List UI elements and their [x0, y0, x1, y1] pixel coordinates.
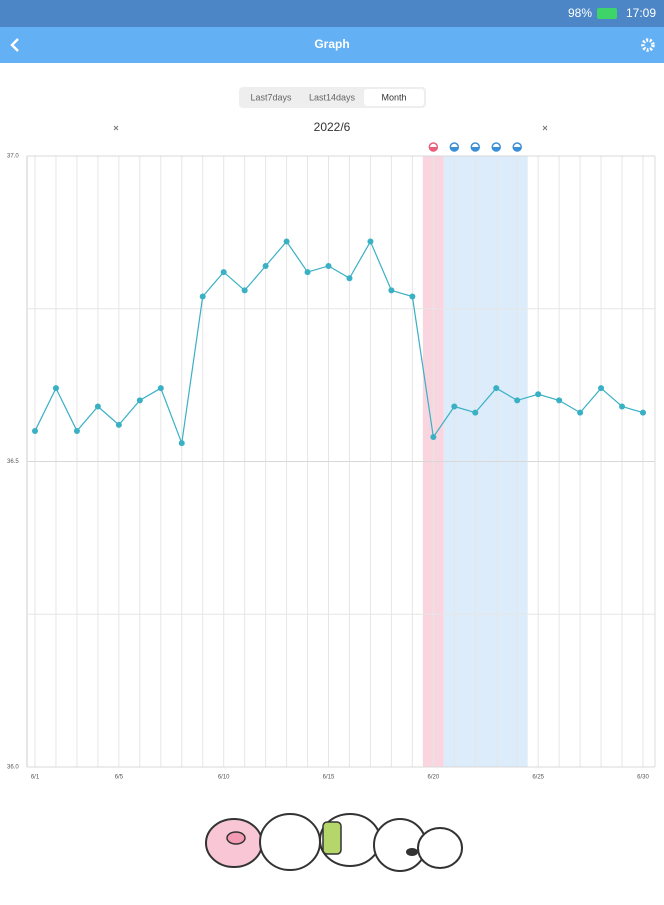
status-bar — [0, 0, 664, 27]
y-tick-label: 36.5 — [7, 459, 19, 465]
data-point — [220, 269, 227, 276]
prev-month[interactable] — [113, 125, 119, 131]
data-point — [136, 397, 143, 404]
data-point — [640, 409, 646, 416]
x-tick-label: 6/25 — [532, 775, 544, 781]
y-tick-label: 36.0 — [7, 765, 19, 771]
data-point — [346, 275, 353, 282]
data-point — [388, 287, 395, 294]
data-point — [472, 409, 479, 416]
data-point — [451, 403, 458, 410]
data-point — [178, 440, 185, 447]
data-point — [598, 385, 605, 392]
day-marker-fill — [450, 147, 459, 151]
battery-icon — [597, 8, 617, 19]
battery-level: 98% — [568, 6, 592, 20]
data-point — [577, 409, 584, 416]
app-title: Graph — [314, 37, 349, 51]
data-point — [493, 385, 500, 392]
clock: 17:09 — [626, 6, 656, 20]
month-label: 2022/6 — [314, 120, 351, 134]
next-month[interactable] — [542, 125, 548, 131]
tab[interactable]: Last7days — [250, 92, 292, 102]
data-point — [304, 269, 311, 276]
data-point — [430, 434, 437, 441]
data-point — [115, 421, 122, 428]
tab[interactable]: Month — [381, 92, 406, 102]
tab[interactable]: Last14days — [309, 92, 356, 102]
data-point — [157, 385, 164, 392]
data-point — [514, 397, 521, 404]
data-point — [241, 287, 248, 294]
data-point — [619, 403, 626, 410]
data-point — [283, 238, 290, 245]
settings-button[interactable] — [641, 38, 655, 52]
day-marker-fill — [429, 147, 438, 151]
data-point — [32, 427, 38, 434]
data-point — [199, 293, 206, 300]
data-point — [325, 262, 332, 269]
data-point — [73, 427, 80, 434]
data-point — [556, 397, 563, 404]
x-tick-label: 6/10 — [218, 775, 230, 781]
data-point — [535, 391, 542, 398]
day-marker-fill — [492, 147, 501, 151]
app-bar — [0, 27, 664, 63]
data-point — [409, 293, 416, 300]
x-tick-label: 6/20 — [428, 775, 440, 781]
x-tick-label: 6/15 — [323, 775, 335, 781]
data-point — [367, 238, 374, 245]
y-tick-label: 37.0 — [7, 154, 19, 160]
data-line — [34, 240, 644, 446]
back-button[interactable] — [10, 38, 19, 52]
chart: 36.0 36.5 37.0 6/1 6/5 6/10 6/15 6/20 6/25 6/30 — [7, 142, 656, 781]
tab-selected — [364, 89, 424, 106]
x-tick-label: 6/5 — [115, 775, 124, 781]
data-point — [52, 385, 59, 392]
x-tick-label: 6/30 — [637, 775, 649, 781]
data-point — [262, 262, 269, 269]
x-tick-label: 6/1 — [31, 775, 40, 781]
day-marker-fill — [471, 147, 480, 151]
illustration — [205, 813, 463, 872]
data-point — [94, 403, 101, 410]
day-marker-fill — [513, 147, 522, 151]
